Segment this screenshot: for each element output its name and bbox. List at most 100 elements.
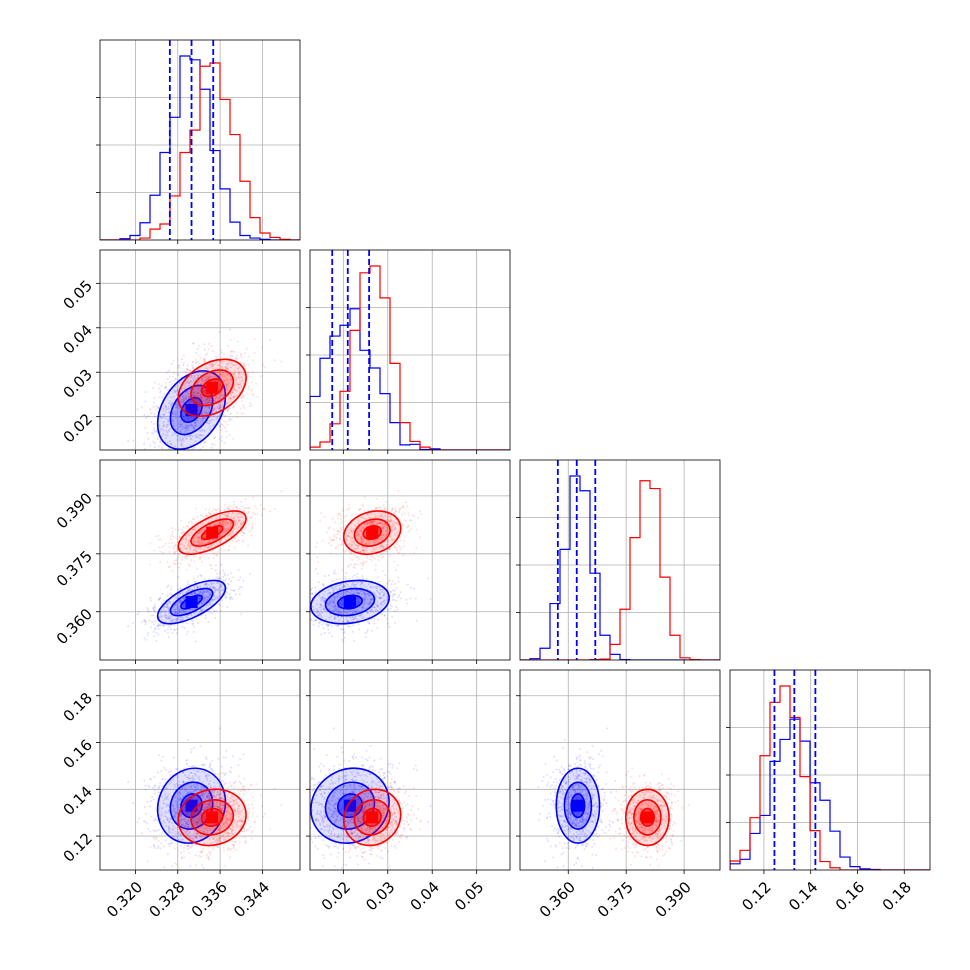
scatter-point (192, 378, 195, 381)
scatter-point (164, 381, 167, 384)
scatter-point (163, 866, 166, 869)
scatter-point (362, 597, 365, 600)
scatter-point (179, 845, 182, 848)
scatter-point (310, 588, 313, 591)
scatter-point (236, 513, 239, 516)
scatter-point (157, 628, 160, 631)
scatter-point (370, 558, 373, 561)
scatter-point (355, 556, 358, 559)
scatter-point (332, 590, 335, 593)
scatter-point (232, 386, 235, 389)
scatter-point (209, 375, 212, 378)
scatter-point (177, 831, 180, 834)
scatter-point (328, 602, 331, 605)
scatter-point (220, 404, 223, 407)
scatter-point (202, 808, 205, 811)
scatter-point (170, 443, 173, 446)
scatter-point (197, 536, 200, 539)
scatter-point (221, 400, 224, 403)
scatter-point (380, 612, 383, 615)
scatter-point (326, 592, 329, 595)
scatter-point (192, 540, 195, 543)
scatter-point (144, 784, 147, 787)
scatter-point (181, 609, 184, 612)
scatter-point (353, 617, 356, 620)
scatter-point (382, 511, 385, 514)
scatter-point (232, 531, 235, 534)
scatter-point (211, 365, 214, 368)
scatter-point (233, 528, 236, 531)
scatter-point (207, 407, 210, 410)
scatter-point (379, 507, 382, 510)
scatter-point (200, 524, 203, 527)
scatter-point (193, 376, 196, 379)
scatter-point (218, 590, 221, 593)
scatter-point (167, 601, 170, 604)
scatter-point (204, 354, 207, 357)
scatter-point (214, 773, 217, 776)
scatter-point (163, 393, 166, 396)
scatter-point (341, 510, 344, 513)
scatter-point (234, 593, 237, 596)
scatter-point (190, 520, 193, 523)
scatter-point (155, 829, 158, 832)
scatter-point (232, 364, 235, 367)
scatter-point (167, 584, 170, 587)
scatter-point (237, 520, 240, 523)
scatter-point (203, 590, 206, 593)
scatter-point (353, 566, 356, 569)
scatter-point (179, 609, 182, 612)
scatter-point (218, 797, 221, 800)
scatter-point (385, 617, 388, 620)
scatter-point (155, 837, 158, 840)
scatter-point (390, 520, 393, 523)
scatter-point (373, 593, 376, 596)
scatter-point (194, 452, 196, 454)
scatter-point (170, 383, 173, 386)
scatter-point (322, 626, 325, 629)
scatter-point (169, 396, 172, 399)
scatter-point (355, 573, 358, 576)
scatter-point (160, 546, 163, 549)
scatter-point (205, 756, 208, 759)
scatter-point (366, 620, 369, 623)
scatter-point (196, 770, 199, 773)
scatter-point (380, 515, 383, 518)
scatter-point (371, 598, 374, 601)
scatter-point (384, 523, 387, 526)
scatter-point (191, 457, 193, 459)
scatter-point (391, 598, 394, 601)
scatter-point (222, 353, 225, 356)
scatter-point (186, 616, 189, 619)
scatter-point (327, 601, 330, 604)
scatter-point (205, 599, 208, 602)
scatter-point (328, 623, 331, 626)
scatter-point (357, 597, 360, 600)
scatter-point (372, 541, 375, 544)
scatter-point (191, 424, 194, 427)
scatter-point (226, 508, 229, 511)
scatter-point (180, 438, 183, 441)
scatter-point (355, 615, 358, 618)
scatter-point (343, 550, 346, 553)
scatter-point (354, 609, 356, 612)
scatter-point (326, 531, 329, 534)
scatter-point (232, 533, 235, 536)
scatter-point (369, 586, 372, 589)
scatter-point (330, 544, 333, 547)
scatter-point (197, 392, 200, 395)
scatter-point (214, 587, 217, 590)
scatter-point (189, 544, 192, 547)
scatter-point (213, 375, 216, 378)
scatter-point (200, 412, 203, 415)
scatter-point (212, 408, 215, 411)
scatter-point (225, 430, 228, 433)
scatter-point (176, 768, 179, 771)
scatter-point (323, 599, 326, 602)
scatter-point (326, 625, 329, 628)
scatter-point (207, 602, 210, 605)
scatter-point (328, 607, 331, 610)
scatter-point (247, 544, 250, 547)
scatter-point (153, 430, 156, 433)
scatter-point (180, 600, 183, 603)
